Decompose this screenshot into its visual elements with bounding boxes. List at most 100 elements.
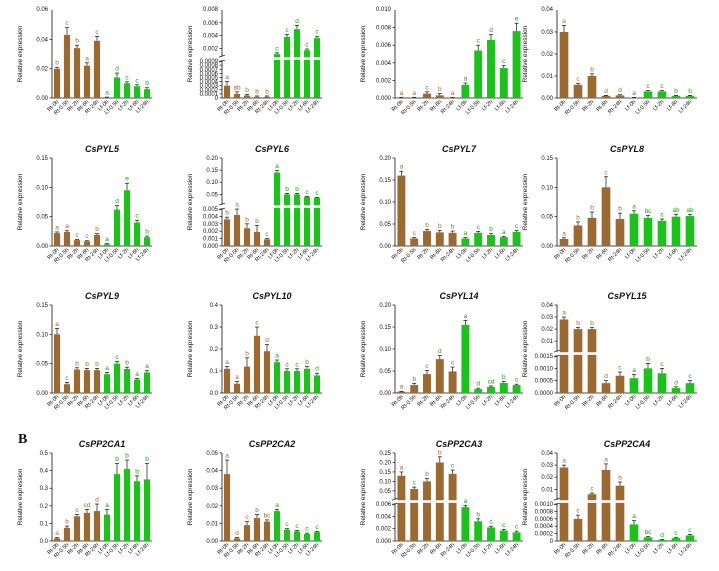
significance-letter: c [688,373,692,380]
bar-rt-24h [93,40,101,98]
significance-letter: c [95,29,99,36]
significance-letter: a [464,230,468,237]
significance-letter: c [502,522,506,529]
significance-letter: b [255,88,259,95]
bar-rt-0_5h [63,231,71,246]
y-tick-label: 0.10 [541,185,553,191]
significance-letter: a [400,90,404,97]
significance-letter: c [576,508,580,515]
bar-lf-6h [499,382,508,393]
significance-letter: a [275,353,279,360]
y-tick-label: 0.25 [379,451,391,457]
x-tick-label: Rt-0.5h [564,247,581,264]
significance-letter: c [245,514,249,521]
bar-rt-6h [83,65,91,98]
y-tick-label: 0.001 [203,237,219,243]
significance-letter: a [562,310,566,317]
significance-letter: b [245,216,249,223]
y-tick-label: 0.0000 [535,391,554,397]
significance-letter: b [305,359,309,366]
significance-letter: a [105,90,109,97]
y-tick-label: 0.004 [376,514,392,520]
y-tick-label: 0.0006 [200,71,219,77]
bar-rt-0_5h [573,225,583,246]
significance-letter: d [235,530,239,537]
significance-letter: b [576,214,580,221]
panel-title: CsPP2CA3 [436,439,483,449]
bar-lf-6h [303,368,311,393]
significance-letter: c [515,223,519,230]
significance-letter: c [295,361,299,368]
significance-letter: b [245,87,249,94]
significance-letter: c [660,212,664,219]
significance-letter: b [95,361,99,368]
y-tick-label: 0.02 [541,327,553,333]
bar-rt-24h [263,239,271,246]
bar-lf-0_5h [643,91,653,98]
y-tick-label: 0.00 [36,391,48,397]
bar-rt-6h [435,359,444,393]
bar-lf-0h [461,84,470,98]
x-tick-label: Lf-2h [652,247,665,260]
y-tick-label: 0.03 [541,315,553,321]
y-axis-label: Relative expression [522,173,529,230]
bar-break [396,500,406,503]
significance-letter: a [225,453,229,460]
x-tick-label: Lf-24h [678,394,693,409]
x-tick-label: Lf-2h [481,394,494,407]
axis-break-mark [218,59,226,63]
bar-lf-0h [273,511,281,541]
bar-rt-0h [559,32,569,98]
bar-lf-2h [123,468,131,541]
bar-rt-6h [601,469,611,541]
significance-letter: c [489,519,493,526]
significance-letter: b [145,456,149,463]
significance-letter: c [315,29,319,36]
significance-letter: b [65,519,69,526]
y-axis-label: Relative expression [360,320,367,377]
y-axis-label: Relative expression [187,173,194,230]
bar-rt-2h [587,329,597,393]
bar-lf-24h [512,31,521,98]
bar-lf-6h [499,68,508,98]
significance-letter: b [115,456,119,463]
bar-lf-0_5h [283,371,291,393]
bar-rt-0_5h [233,214,241,246]
x-tick-label: Lf-0.5h [465,542,482,559]
y-tick-label: 0.0010 [535,366,554,372]
y-axis-label: Relative expression [360,173,367,230]
significance-letter: bc [645,529,653,536]
y-tick-label: 0.01 [541,487,553,493]
x-tick-label: Rt-24h [607,542,623,558]
axis-break-mark [553,497,561,501]
bar-break [559,500,569,503]
y-tick-label: 0.20 [379,460,391,466]
significance-letter: b [95,226,99,233]
y-tick-label: 0.1 [40,521,49,527]
significance-letter: b [438,449,442,456]
panel-title: CsPYL15 [607,291,647,301]
y-axis-label: Relative expression [522,320,529,377]
bar-rt-6h [435,95,444,98]
y-tick-label: 0.5 [40,451,49,457]
significance-letter: b [576,320,580,327]
significance-letter: c [265,231,269,238]
significance-letter: c [65,20,69,27]
significance-letter: ab [233,84,241,91]
y-tick-label: 0.05 [379,489,391,495]
bar-break [587,352,597,355]
significance-letter: a [275,502,279,509]
bar-break [615,500,625,503]
significance-letter: c [604,169,608,176]
significance-letter: a [400,164,404,171]
y-tick-label: 0.05 [541,215,553,221]
significance-letter: a [632,203,636,210]
axis-break-gap [553,351,697,356]
significance-letter: b [255,507,259,514]
y-tick-label: 0.0006 [535,517,554,523]
significance-letter: a [105,236,109,243]
y-tick-label: 0.10 [379,479,391,485]
significance-letter: a [225,74,229,81]
significance-letter: d [115,198,119,205]
significance-letter: b [590,204,594,211]
